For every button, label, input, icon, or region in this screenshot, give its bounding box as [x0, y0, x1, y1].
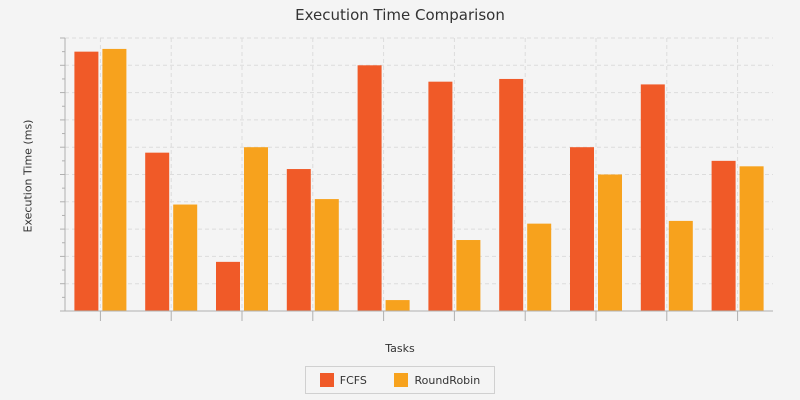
bar-fcfs-8: [570, 147, 594, 311]
bar-fcfs-5: [357, 65, 382, 311]
x-axis-label: Tasks: [385, 342, 415, 355]
bar-fcfs-4: [286, 169, 311, 311]
legend-item-fcfs: FCFS: [319, 373, 367, 387]
legend-label-roundrobin: RoundRobin: [414, 373, 481, 387]
bar-fcfs-10: [711, 160, 736, 311]
bar-roundrobin-9: [668, 220, 693, 311]
bar-roundrobin-8: [598, 174, 622, 311]
legend-swatch-fcfs: [319, 373, 334, 387]
bar-roundrobin-2: [173, 204, 198, 311]
bar-roundrobin-3: [244, 147, 268, 311]
bar-roundrobin-6: [456, 240, 481, 311]
bar-roundrobin-5: [385, 300, 410, 311]
chart-title: Execution Time Comparison: [295, 6, 505, 24]
bar-roundrobin-1: [102, 48, 127, 312]
bar-roundrobin-7: [527, 223, 552, 311]
bar-fcfs-2: [145, 152, 170, 311]
bar-fcfs-9: [640, 84, 665, 311]
bar-fcfs-3: [216, 261, 240, 311]
bar-fcfs-6: [428, 81, 453, 312]
legend-label-fcfs: FCFS: [339, 373, 367, 387]
bar-roundrobin-4: [314, 199, 339, 311]
legend-swatch-roundrobin: [394, 373, 409, 387]
bar-fcfs-7: [499, 78, 524, 311]
bar-fcfs-1: [74, 51, 99, 312]
legend: FCFS RoundRobin: [305, 366, 495, 394]
bar-roundrobin-10: [739, 166, 764, 311]
legend-item-roundrobin: RoundRobin: [394, 373, 480, 387]
